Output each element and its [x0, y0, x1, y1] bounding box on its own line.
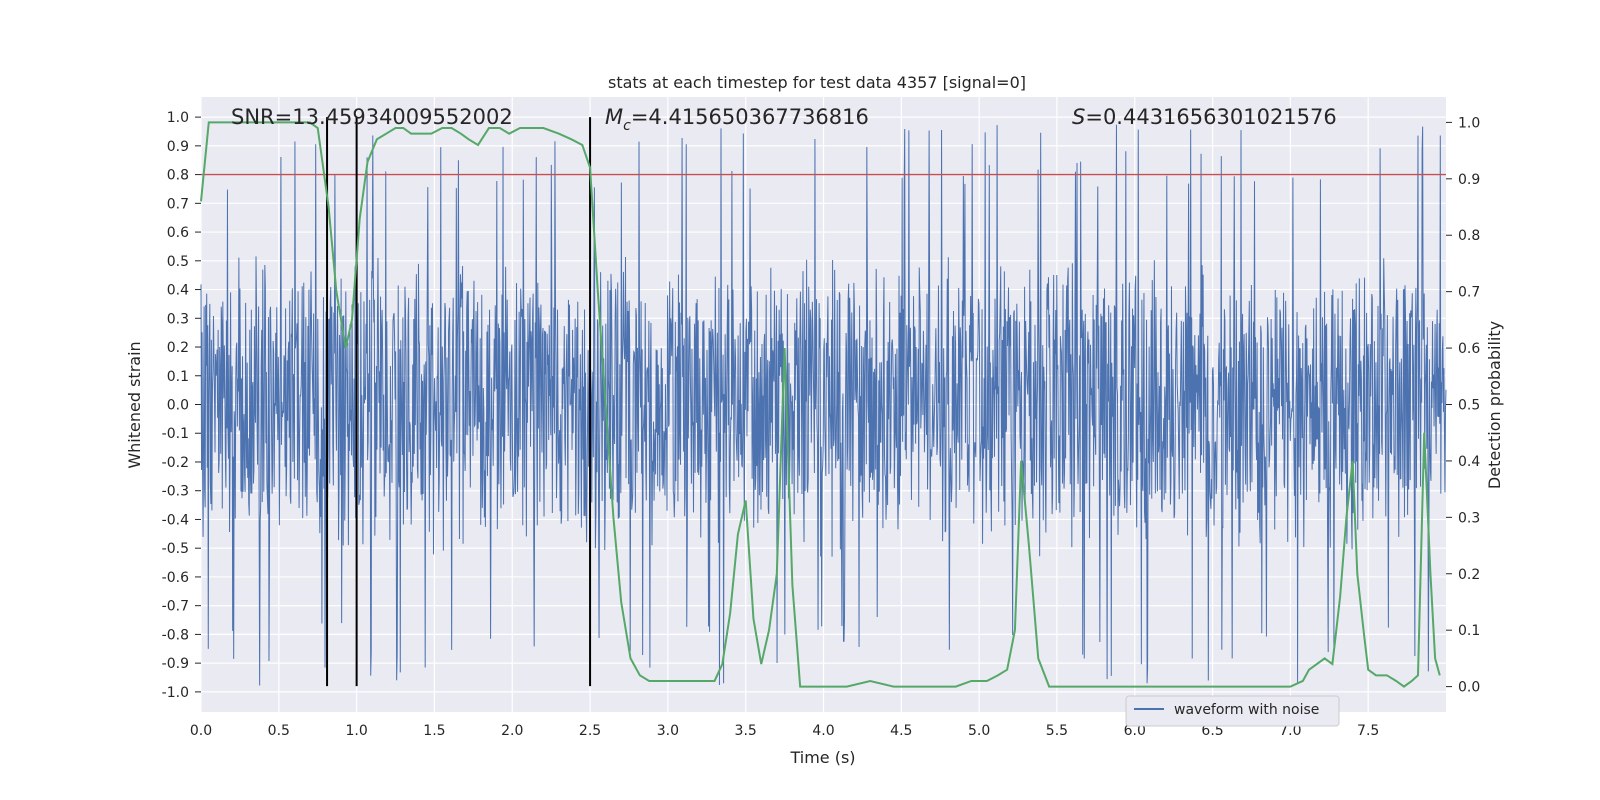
right-axis-label: Detection probability	[1485, 321, 1504, 489]
spin-symbol: S	[1072, 105, 1085, 129]
x-tick-label: 2.5	[579, 723, 601, 739]
chirp-mass-value: =4.415650367736816	[631, 105, 869, 129]
snr-annotation: SNR=13.45934009552002	[231, 105, 513, 129]
left-tick-label: 0.5	[167, 254, 189, 270]
left-tick-label: -0.3	[162, 484, 189, 500]
x-tick-label: 7.0	[1279, 723, 1301, 739]
chirp-mass-subscript: c	[623, 118, 631, 134]
x-tick-label: 4.5	[890, 723, 912, 739]
x-axis-ticks: 0.0 0.5 1.0 1.5 2.0 2.5 3.0 3.5 4.0 4.5 5.0 5.5 6.0 6…	[190, 723, 1379, 739]
left-tick-label: 0.0	[167, 398, 189, 414]
waveform-line	[200, 124, 1447, 686]
x-tick-label: 3.0	[657, 723, 679, 739]
left-tick-label: 0.4	[167, 283, 189, 299]
left-tick-label: -0.9	[162, 656, 189, 672]
x-axis-label: Time (s)	[789, 748, 855, 767]
left-tick-label: 1.0	[167, 110, 189, 126]
right-tick-label: 1.0	[1458, 115, 1480, 131]
waveform-series	[200, 124, 1447, 686]
left-tick-label: -1.0	[162, 685, 189, 701]
probability-series	[200, 121, 1441, 688]
right-tick-label: 0.8	[1458, 228, 1480, 244]
right-tick-label: 0.7	[1458, 285, 1480, 301]
right-tick-label: 0.5	[1458, 398, 1480, 414]
left-tick-label: -0.7	[162, 599, 189, 615]
left-tick-label: -0.8	[162, 627, 189, 643]
event-markers	[326, 117, 592, 687]
x-tick-label: 2.0	[501, 723, 523, 739]
right-tick-label: 0.1	[1458, 623, 1480, 639]
x-tick-label: 6.0	[1124, 723, 1146, 739]
left-tick-label: 0.1	[167, 369, 189, 385]
x-tick-label: 1.5	[423, 723, 445, 739]
x-tick-label: 0.5	[268, 723, 290, 739]
x-tick-label: 4.0	[812, 723, 834, 739]
left-tick-label: 0.9	[167, 139, 189, 155]
right-tick-label: 0.3	[1458, 510, 1480, 526]
left-axis-label: Whitened strain	[125, 341, 144, 468]
left-tick-label: 0.8	[167, 168, 189, 184]
left-tick-label: 0.2	[167, 340, 189, 356]
chirp-mass-symbol: M	[605, 105, 623, 129]
spin-annotation: S=0.4431656301021576	[1072, 105, 1337, 129]
left-tick-label: 0.7	[167, 196, 189, 212]
x-tick-label: 3.5	[735, 723, 757, 739]
x-tick-label: 1.0	[345, 723, 367, 739]
right-tick-label: 0.9	[1458, 172, 1480, 188]
left-axis-ticks: 1.0 0.9 0.8 0.7 0.6 0.5 0.4 0.3 0.2 0.1 0.0 -0.1 -0.…	[162, 110, 201, 701]
x-tick-label: 7.5	[1357, 723, 1379, 739]
left-tick-label: -0.5	[162, 541, 189, 557]
right-tick-label: 0.4	[1458, 454, 1480, 470]
x-tick-label: 5.5	[1046, 723, 1068, 739]
right-axis-ticks: 1.0 0.9 0.8 0.7 0.6 0.5 0.4 0.3 0.2 0.1 0.0	[1446, 115, 1480, 696]
x-tick-label: 0.0	[190, 723, 212, 739]
x-tick-label: 5.0	[968, 723, 990, 739]
left-tick-label: -0.6	[162, 570, 189, 586]
chart-title: stats at each timestep for test data 435…	[608, 73, 1026, 92]
left-tick-label: -0.1	[162, 426, 189, 442]
probability-line	[200, 121, 1441, 688]
spin-value: =0.4431656301021576	[1085, 105, 1336, 129]
left-tick-label: -0.4	[162, 512, 189, 528]
right-tick-label: 0.0	[1458, 680, 1480, 696]
legend-box	[1125, 695, 1340, 727]
chirp-mass-annotation: Mc=4.415650367736816	[605, 105, 869, 134]
left-tick-label: 0.6	[167, 225, 189, 241]
legend-label-waveform: waveform with noise	[1174, 702, 1319, 718]
legend: waveform with noise	[1125, 695, 1340, 727]
left-tick-label: -0.2	[162, 455, 189, 471]
right-tick-label: 0.2	[1458, 567, 1480, 583]
left-tick-label: 0.3	[167, 311, 189, 327]
x-tick-label: 6.5	[1201, 723, 1223, 739]
right-tick-label: 0.6	[1458, 341, 1480, 357]
